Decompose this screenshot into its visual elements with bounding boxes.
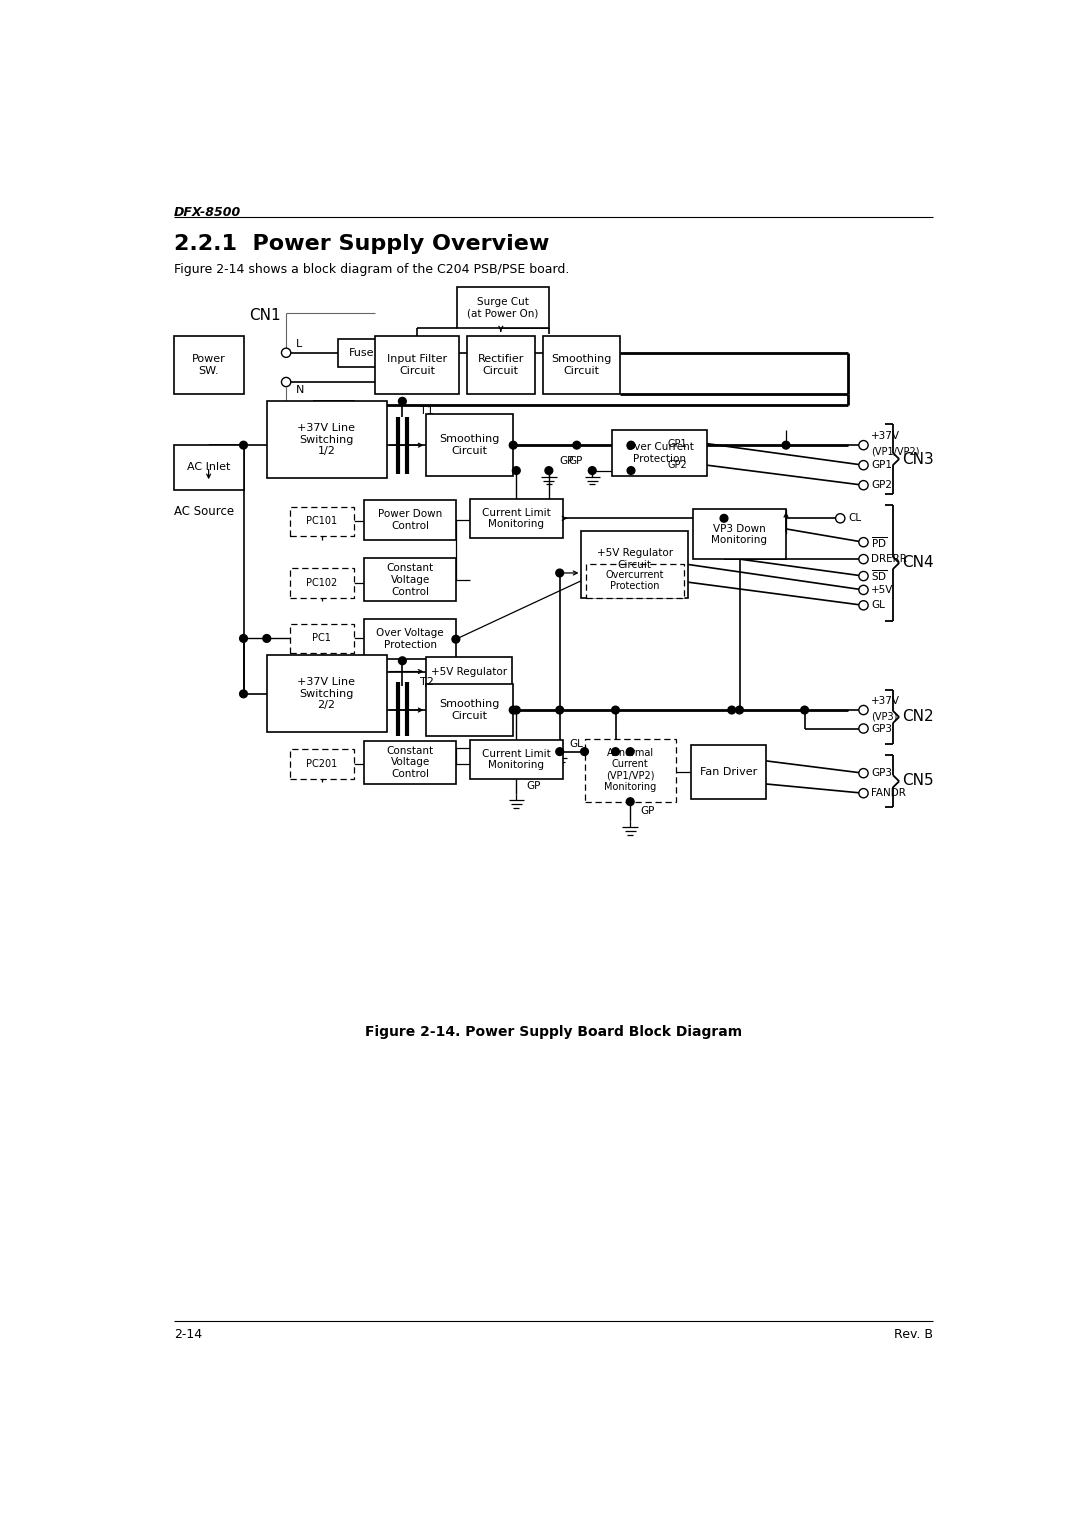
Text: PC102: PC102 bbox=[306, 578, 337, 588]
Circle shape bbox=[859, 788, 868, 798]
Text: Smoothing
Circuit: Smoothing Circuit bbox=[551, 354, 611, 376]
Circle shape bbox=[611, 706, 619, 714]
Circle shape bbox=[859, 585, 868, 594]
Text: Fuse: Fuse bbox=[349, 348, 374, 358]
Text: Current Limit
Monitoring: Current Limit Monitoring bbox=[482, 507, 551, 529]
Text: CN3: CN3 bbox=[902, 451, 933, 466]
Circle shape bbox=[859, 555, 868, 564]
Bar bbox=[427, 685, 513, 736]
Text: N: N bbox=[296, 385, 303, 394]
Bar bbox=[458, 287, 549, 329]
Circle shape bbox=[512, 466, 521, 474]
Circle shape bbox=[859, 769, 868, 778]
Text: Figure 2-14 shows a block diagram of the C204 PSB/PSE board.: Figure 2-14 shows a block diagram of the… bbox=[174, 263, 569, 275]
Circle shape bbox=[728, 706, 735, 714]
Circle shape bbox=[282, 377, 291, 387]
Circle shape bbox=[589, 466, 596, 474]
Text: CN4: CN4 bbox=[902, 556, 933, 570]
Circle shape bbox=[611, 747, 619, 755]
Bar bbox=[581, 532, 688, 597]
Circle shape bbox=[451, 636, 460, 643]
Text: GP2: GP2 bbox=[872, 480, 892, 490]
Text: (VP3): (VP3) bbox=[872, 711, 897, 721]
Text: 2.2.1  Power Supply Overview: 2.2.1 Power Supply Overview bbox=[174, 234, 549, 254]
Text: Power Down
Control: Power Down Control bbox=[378, 509, 442, 530]
Bar bbox=[467, 336, 535, 394]
Circle shape bbox=[556, 706, 564, 714]
Text: CN2: CN2 bbox=[902, 709, 933, 724]
Text: Surge Cut
(at Power On): Surge Cut (at Power On) bbox=[468, 296, 539, 318]
Bar bbox=[586, 564, 684, 597]
Text: GP: GP bbox=[526, 781, 541, 792]
Circle shape bbox=[735, 706, 743, 714]
Text: Over Current
Protection: Over Current Protection bbox=[625, 442, 693, 463]
Text: +5V Regulator
Circuit: +5V Regulator Circuit bbox=[597, 549, 673, 570]
Circle shape bbox=[510, 442, 517, 449]
Bar bbox=[338, 339, 384, 367]
Circle shape bbox=[399, 397, 406, 405]
Circle shape bbox=[556, 568, 564, 578]
Text: (VP1/VP2): (VP1/VP2) bbox=[872, 446, 920, 457]
Text: Fan Driver: Fan Driver bbox=[700, 767, 757, 778]
Text: +5V Regulator: +5V Regulator bbox=[431, 666, 508, 677]
Text: GP1: GP1 bbox=[667, 439, 687, 449]
Text: T2: T2 bbox=[420, 677, 434, 688]
Bar bbox=[291, 749, 353, 779]
Bar bbox=[584, 738, 676, 802]
Text: PC101: PC101 bbox=[307, 516, 337, 526]
Circle shape bbox=[626, 747, 634, 755]
Bar bbox=[427, 657, 512, 686]
Text: Constant
Voltage
Control: Constant Voltage Control bbox=[387, 564, 434, 596]
Circle shape bbox=[782, 442, 789, 449]
Text: VP3 Down
Monitoring: VP3 Down Monitoring bbox=[712, 524, 768, 545]
Bar bbox=[693, 509, 786, 559]
Text: Overcurrent
Protection: Overcurrent Protection bbox=[606, 570, 664, 591]
Circle shape bbox=[859, 440, 868, 449]
Circle shape bbox=[836, 513, 845, 523]
Bar bbox=[427, 414, 513, 475]
Text: Abnormal
Current
(VP1/VP2)
Monitoring: Abnormal Current (VP1/VP2) Monitoring bbox=[604, 747, 657, 793]
Circle shape bbox=[262, 634, 271, 642]
Text: AC Inlet: AC Inlet bbox=[187, 463, 230, 472]
Circle shape bbox=[399, 657, 406, 665]
Text: Smoothing
Circuit: Smoothing Circuit bbox=[440, 434, 500, 455]
Text: +37V: +37V bbox=[872, 695, 901, 706]
Circle shape bbox=[282, 348, 291, 358]
Text: +37V: +37V bbox=[872, 431, 901, 442]
Text: Rectifier
Circuit: Rectifier Circuit bbox=[477, 354, 524, 376]
Text: T1: T1 bbox=[420, 406, 434, 416]
Circle shape bbox=[859, 706, 868, 715]
Text: Over Voltage
Protection: Over Voltage Protection bbox=[376, 628, 444, 649]
Bar bbox=[364, 558, 456, 602]
Text: GP: GP bbox=[640, 805, 654, 816]
Bar bbox=[364, 500, 456, 539]
Bar bbox=[174, 336, 243, 394]
Text: GL: GL bbox=[872, 601, 886, 610]
Circle shape bbox=[510, 706, 517, 714]
Bar bbox=[542, 336, 620, 394]
Text: GP3: GP3 bbox=[872, 769, 892, 778]
Text: Constant
Voltage
Control: Constant Voltage Control bbox=[387, 746, 434, 779]
Text: PC201: PC201 bbox=[306, 759, 337, 769]
Circle shape bbox=[859, 481, 868, 490]
Text: +37V Line
Switching
2/2: +37V Line Switching 2/2 bbox=[297, 677, 355, 711]
Text: CN5: CN5 bbox=[902, 773, 933, 788]
Text: Power
SW.: Power SW. bbox=[192, 354, 226, 376]
Circle shape bbox=[240, 442, 247, 449]
Text: $\overline{\rm SD}$: $\overline{\rm SD}$ bbox=[872, 568, 888, 584]
Bar bbox=[691, 746, 766, 799]
Circle shape bbox=[545, 466, 553, 474]
Bar bbox=[364, 619, 456, 659]
Text: AC Source: AC Source bbox=[174, 504, 234, 518]
Bar bbox=[267, 656, 387, 732]
Text: L: L bbox=[296, 339, 301, 348]
Bar bbox=[375, 336, 459, 394]
Text: +37V Line
Switching
1/2: +37V Line Switching 1/2 bbox=[297, 423, 355, 457]
Text: GP: GP bbox=[568, 455, 583, 466]
Circle shape bbox=[556, 747, 564, 755]
Text: 2-14: 2-14 bbox=[174, 1328, 202, 1340]
Text: Current Limit
Monitoring: Current Limit Monitoring bbox=[482, 749, 551, 770]
Text: Rev. B: Rev. B bbox=[894, 1328, 933, 1340]
Circle shape bbox=[572, 442, 581, 449]
Text: GL: GL bbox=[569, 740, 583, 749]
